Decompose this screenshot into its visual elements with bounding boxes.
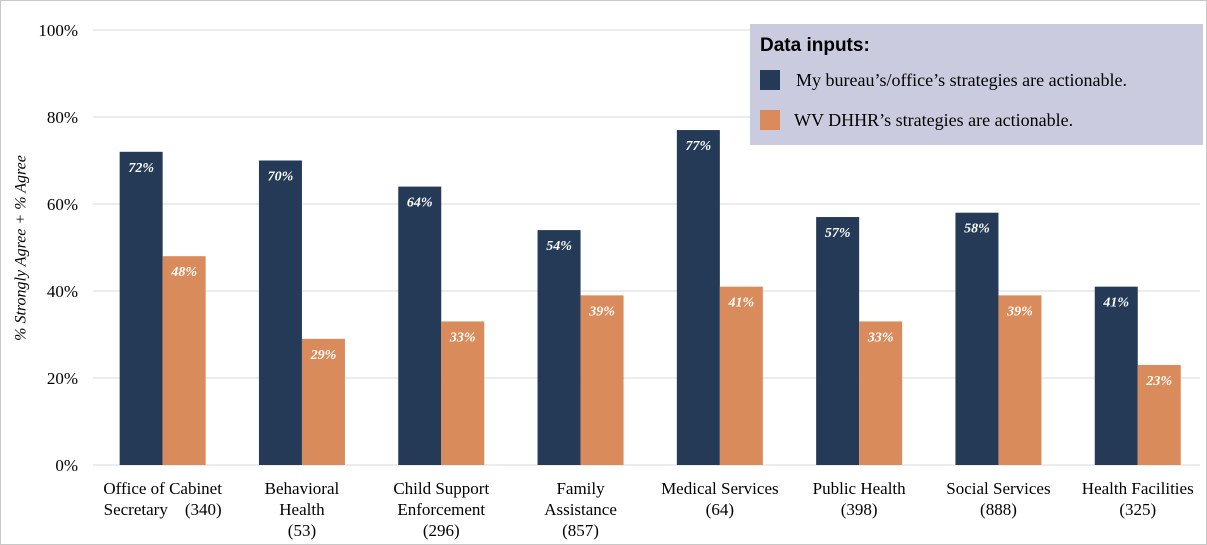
data-label: 39% (1006, 304, 1033, 319)
x-tick-label: Enforcement (397, 500, 485, 519)
x-tick-label: Medical Services (661, 479, 779, 498)
legend-title: Data inputs: (760, 35, 870, 56)
y-tick-label: 80% (47, 108, 78, 127)
x-tick-label: (325) (1119, 500, 1156, 519)
bar (398, 186, 442, 465)
x-tick-label: Health Facilities (1082, 479, 1194, 498)
legend-label: WV DHHR’s strategies are actionable. (794, 110, 1073, 130)
legend-swatch (760, 110, 780, 130)
x-tick-label: (64) (706, 500, 734, 519)
x-tick-label: Secretary (340) (104, 500, 222, 519)
bar (955, 212, 999, 465)
data-label: 41% (728, 296, 755, 311)
bar (1137, 364, 1181, 465)
x-tick-label: Office of Cabinet (103, 479, 222, 498)
bar (1094, 286, 1138, 465)
data-label: 33% (867, 330, 894, 345)
y-tick-label: 100% (38, 21, 78, 40)
data-label: 58% (964, 222, 990, 237)
bar (119, 151, 163, 466)
x-tick-label: (888) (980, 500, 1017, 519)
x-tick-label: Child Support (393, 479, 489, 498)
legend-swatch (760, 70, 780, 90)
y-tick-label: 20% (47, 369, 78, 388)
x-tick-label: Family (556, 479, 605, 498)
x-tick-label: (296) (423, 521, 460, 540)
x-tick-label: Behavioral (265, 479, 340, 498)
y-axis-label: % Strongly Agree + % Agree (13, 155, 30, 341)
x-tick-label: (53) (288, 521, 316, 540)
data-label: 57% (825, 226, 851, 241)
data-label: 29% (310, 348, 337, 363)
bar (816, 217, 860, 465)
bar (719, 286, 763, 465)
y-tick-label: 0% (55, 456, 78, 475)
x-tick-label: Social Services (946, 479, 1050, 498)
data-label: 48% (170, 265, 197, 280)
bar (301, 338, 345, 465)
data-label: 39% (588, 304, 615, 319)
x-tick-label: (398) (841, 500, 878, 519)
bar (998, 295, 1042, 465)
data-label: 41% (1102, 296, 1129, 311)
data-label: 77% (686, 139, 712, 154)
legend-label: My bureau’s/office’s strategies are acti… (796, 70, 1127, 90)
legend-box (750, 24, 1203, 145)
bar (537, 230, 581, 465)
x-tick-label: Public Health (813, 479, 907, 498)
bar (676, 130, 720, 466)
data-label: 33% (449, 330, 476, 345)
bar (441, 321, 485, 465)
x-tick-label: Health (279, 500, 325, 519)
data-label: 54% (546, 239, 572, 254)
bar (258, 160, 302, 465)
data-label: 23% (1145, 374, 1172, 389)
x-tick-label: Assistance (544, 500, 617, 519)
y-tick-label: 40% (47, 282, 78, 301)
bar (162, 256, 206, 465)
y-tick-label: 60% (47, 195, 78, 214)
data-label: 64% (407, 196, 433, 211)
bar (580, 295, 624, 465)
data-label: 70% (268, 170, 294, 185)
bar (859, 321, 903, 465)
data-label: 72% (128, 161, 154, 176)
x-tick-label: (857) (562, 521, 599, 540)
